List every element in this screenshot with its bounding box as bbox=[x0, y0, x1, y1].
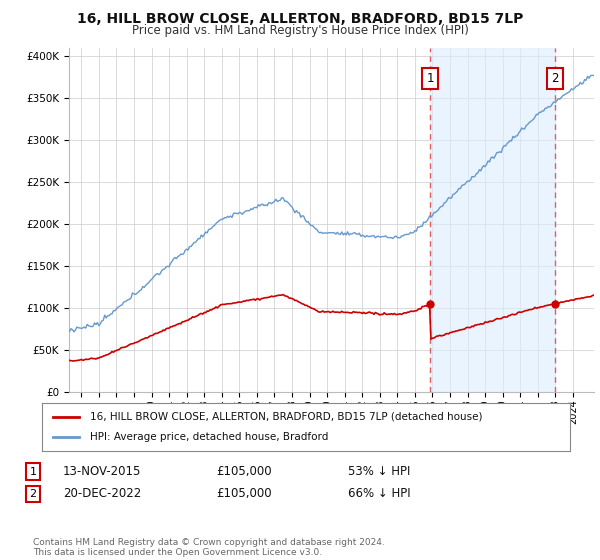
Text: 1: 1 bbox=[427, 72, 434, 85]
Text: Contains HM Land Registry data © Crown copyright and database right 2024.
This d: Contains HM Land Registry data © Crown c… bbox=[33, 538, 385, 557]
Text: £105,000: £105,000 bbox=[216, 465, 272, 478]
Text: 1: 1 bbox=[29, 466, 37, 477]
Text: 66% ↓ HPI: 66% ↓ HPI bbox=[348, 487, 410, 501]
Text: 2: 2 bbox=[29, 489, 37, 499]
Text: HPI: Average price, detached house, Bradford: HPI: Average price, detached house, Brad… bbox=[89, 432, 328, 442]
Text: £105,000: £105,000 bbox=[216, 487, 272, 501]
Text: 16, HILL BROW CLOSE, ALLERTON, BRADFORD, BD15 7LP: 16, HILL BROW CLOSE, ALLERTON, BRADFORD,… bbox=[77, 12, 523, 26]
Text: 16, HILL BROW CLOSE, ALLERTON, BRADFORD, BD15 7LP (detached house): 16, HILL BROW CLOSE, ALLERTON, BRADFORD,… bbox=[89, 412, 482, 422]
Text: 13-NOV-2015: 13-NOV-2015 bbox=[63, 465, 142, 478]
Text: 53% ↓ HPI: 53% ↓ HPI bbox=[348, 465, 410, 478]
Text: Price paid vs. HM Land Registry's House Price Index (HPI): Price paid vs. HM Land Registry's House … bbox=[131, 24, 469, 36]
Text: 2: 2 bbox=[551, 72, 559, 85]
Text: 20-DEC-2022: 20-DEC-2022 bbox=[63, 487, 141, 501]
